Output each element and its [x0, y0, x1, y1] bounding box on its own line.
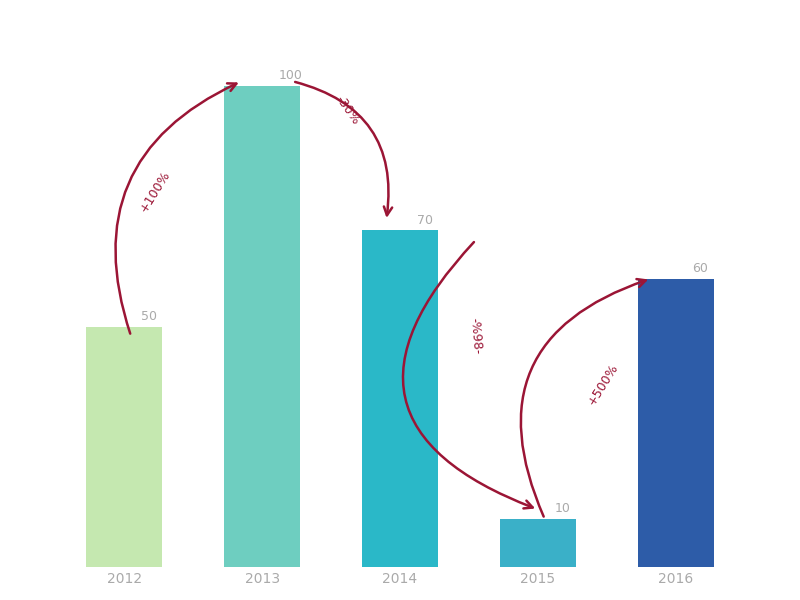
- Text: 100: 100: [278, 69, 302, 82]
- Text: -%98-: -%98-: [468, 317, 484, 355]
- Bar: [86, 326, 162, 567]
- Text: 50: 50: [141, 310, 157, 323]
- Bar: [224, 86, 300, 567]
- Text: -30%: -30%: [333, 93, 362, 127]
- Bar: [500, 519, 576, 567]
- Text: +500%: +500%: [585, 361, 621, 407]
- Bar: [362, 230, 438, 567]
- Text: 60: 60: [692, 262, 708, 275]
- Bar: [638, 278, 714, 567]
- Text: 70: 70: [417, 214, 433, 227]
- Text: +100%: +100%: [137, 169, 172, 215]
- Text: 10: 10: [554, 502, 570, 515]
